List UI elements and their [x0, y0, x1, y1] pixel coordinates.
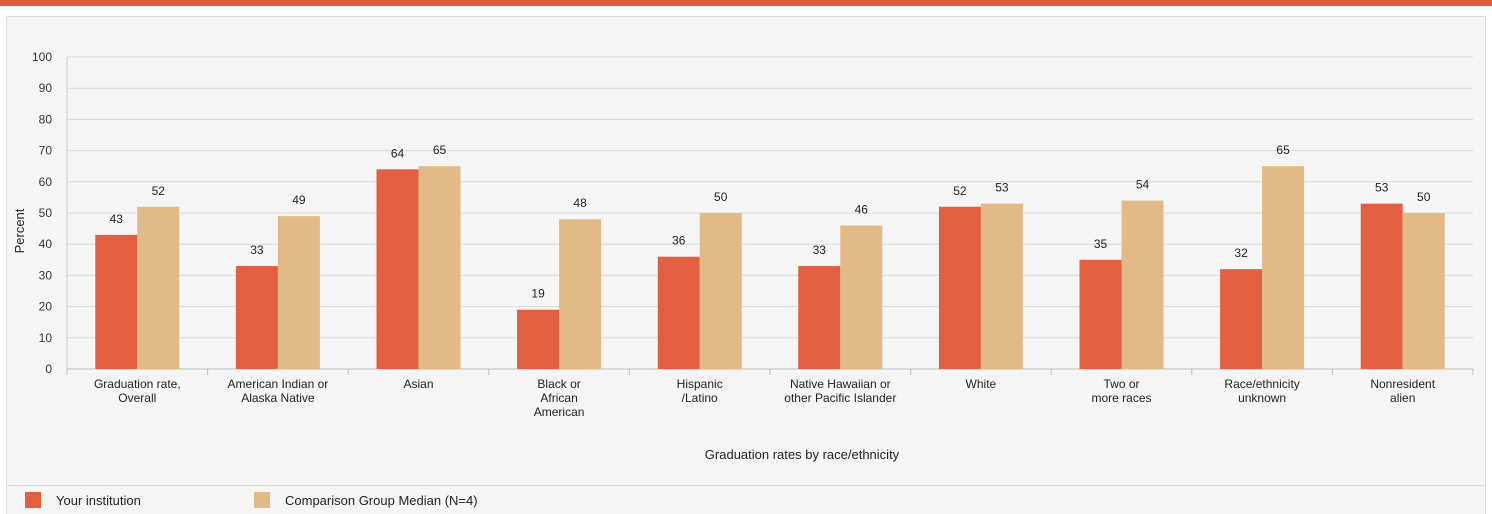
comparison-bar [418, 166, 461, 369]
chart-panel [6, 16, 1486, 486]
y-tick-label: 50 [39, 206, 53, 220]
x-axis-title: Graduation rates by race/ethnicity [705, 447, 900, 462]
your-institution-bar [235, 266, 278, 369]
y-tick-label: 90 [39, 81, 53, 95]
your-institution-bar [95, 234, 138, 369]
data-label: 35 [1094, 237, 1108, 251]
y-tick-label: 40 [39, 237, 53, 251]
comparison-bar [699, 213, 742, 369]
x-tick-label: unknown [1238, 391, 1286, 405]
y-axis-title: Percent [12, 208, 27, 253]
y-tick-label: 60 [39, 175, 53, 189]
legend-label: Your institution [56, 493, 141, 508]
y-tick-label: 10 [39, 331, 53, 345]
legend-label: Comparison Group Median (N=4) [285, 493, 478, 508]
data-label: 52 [953, 184, 967, 198]
x-tick-label: Race/ethnicity [1224, 377, 1299, 391]
legend-swatch [25, 492, 41, 508]
data-label: 52 [152, 184, 166, 198]
y-tick-label: 0 [45, 362, 52, 376]
x-tick-label: alien [1390, 391, 1415, 405]
x-tick-label: American [534, 405, 585, 419]
y-tick-label: 70 [39, 144, 53, 158]
data-label: 65 [1276, 143, 1290, 157]
x-tick-label: American Indian or [228, 377, 329, 391]
your-institution-bar [1079, 259, 1122, 369]
comparison-bar [137, 206, 180, 369]
data-label: 46 [855, 202, 869, 216]
your-institution-bar [517, 309, 560, 369]
comparison-bar [1121, 200, 1164, 369]
data-label: 49 [292, 193, 306, 207]
data-label: 53 [1375, 181, 1389, 195]
x-tick-label: Asian [403, 377, 433, 391]
comparison-bar [277, 216, 320, 369]
x-tick-label: /Latino [682, 391, 718, 405]
your-institution-bar [1360, 203, 1403, 369]
x-tick-label: African [540, 391, 577, 405]
x-axis-labels: Graduation rate,Overall American Indian o… [66, 369, 1474, 419]
x-tick-label: White [966, 377, 997, 391]
y-tick-label: 80 [39, 112, 53, 126]
x-tick-label: Hispanic [677, 377, 723, 391]
legend-strip [6, 486, 1486, 514]
y-tick-label: 100 [32, 50, 52, 64]
legend-swatch [254, 492, 270, 508]
your-institution-bar [657, 256, 700, 369]
data-label: 33 [250, 243, 264, 257]
your-institution-bar [798, 266, 841, 369]
data-label: 64 [391, 146, 405, 160]
data-label: 32 [1234, 246, 1248, 260]
comparison-bar [840, 225, 883, 369]
your-institution-bar [1220, 269, 1263, 369]
top-accent-bar [0, 0, 1492, 6]
data-label: 48 [573, 196, 587, 210]
data-label: 36 [672, 234, 686, 248]
comparison-bar [1402, 213, 1445, 369]
data-label: 54 [1136, 178, 1150, 192]
data-label: 43 [110, 212, 124, 226]
data-label: 65 [433, 143, 447, 157]
data-label: 33 [813, 243, 827, 257]
data-label: 50 [1417, 190, 1431, 204]
bars: 43 52 33 49 64 65 19 48 36 50 33 46 52 53 35 54 32 65 53 50 [95, 143, 1445, 369]
x-tick-label: Nonresident [1370, 377, 1435, 391]
x-tick-label: Two or [1103, 377, 1139, 391]
data-label: 19 [531, 287, 545, 301]
your-institution-bar [376, 169, 419, 369]
x-tick-label: other Pacific Islander [784, 391, 896, 405]
data-label: 50 [714, 190, 728, 204]
your-institution-bar [938, 206, 981, 369]
x-tick-label: Overall [118, 391, 156, 405]
y-tick-label: 30 [39, 268, 53, 282]
comparison-bar [980, 203, 1023, 369]
x-tick-label: Graduation rate, [94, 377, 181, 391]
data-label: 53 [995, 181, 1009, 195]
y-tick-label: 20 [39, 300, 53, 314]
x-tick-label: Black or [537, 377, 580, 391]
x-tick-label: more races [1091, 391, 1151, 405]
x-tick-label: Native Hawaiian or [790, 377, 891, 391]
legend: Your institution Comparison Group Median … [25, 492, 478, 508]
comparison-bar [559, 219, 602, 369]
x-tick-label: Alaska Native [241, 391, 315, 405]
comparison-bar [1262, 166, 1305, 369]
y-axis-ticks: 0 10 20 30 40 50 60 70 80 90 100 [32, 50, 52, 376]
